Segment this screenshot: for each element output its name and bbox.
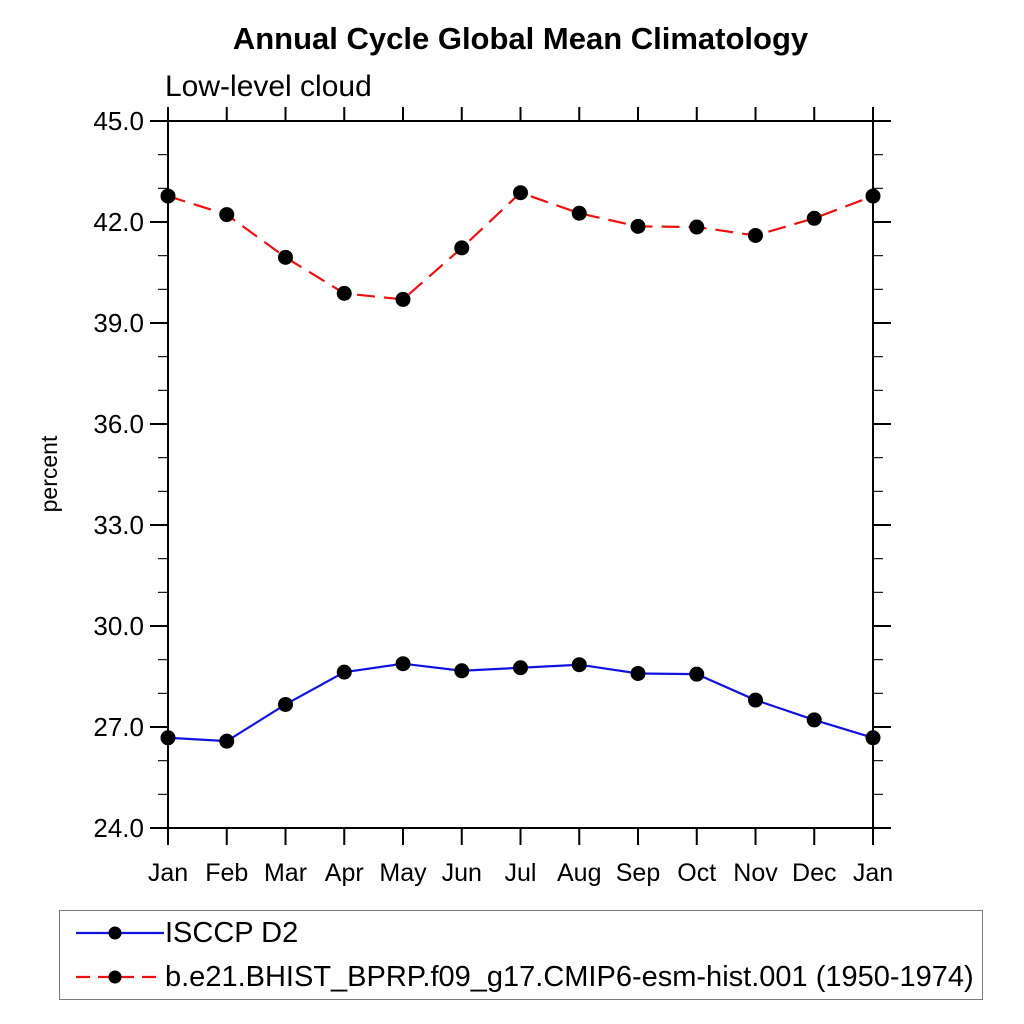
data-point-marker <box>806 210 822 226</box>
x-tick-label: Nov <box>733 859 778 887</box>
legend-line-sample-dashed <box>76 970 164 984</box>
legend-item-model: b.e21.BHIST_BPRP.f09_g17.CMIP6-esm-hist.… <box>60 955 982 999</box>
data-point-marker <box>336 285 352 301</box>
x-tick-label: Mar <box>264 859 307 887</box>
x-tick-label: Jan <box>148 859 188 887</box>
legend-label-isccp: ISCCP D2 <box>165 916 299 949</box>
data-point-marker <box>806 712 822 728</box>
y-tick-label: 45.0 <box>93 106 144 136</box>
data-point-marker <box>513 660 528 676</box>
x-tick-label: Apr <box>325 859 364 887</box>
legend-box: ISCCP D2 b.e21.BHIST_BPRP.f09_g17.CMIP6-… <box>59 910 983 1000</box>
y-tick-label: 24.0 <box>93 813 144 843</box>
data-point-marker <box>395 656 411 672</box>
data-point-marker <box>689 219 705 235</box>
data-point-marker <box>748 692 763 708</box>
x-tick-label: May <box>379 859 427 887</box>
x-tick-label: Feb <box>205 859 248 887</box>
y-tick-label: 30.0 <box>93 611 144 641</box>
legend-line-sample-solid <box>76 926 164 940</box>
data-point-marker <box>336 664 352 680</box>
data-point-marker <box>748 227 763 243</box>
plot-frame <box>167 120 874 829</box>
data-point-marker <box>865 730 881 746</box>
data-point-marker <box>513 185 528 201</box>
data-point-marker <box>219 733 235 749</box>
data-point-marker <box>219 207 235 223</box>
x-tick-label: Jan <box>853 859 893 887</box>
legend-marker-dot-icon <box>108 970 122 984</box>
data-point-marker <box>454 663 470 679</box>
data-point-marker <box>278 696 293 712</box>
x-tick-label: Dec <box>792 859 836 887</box>
data-point-marker <box>395 291 411 307</box>
y-tick-label: 42.0 <box>93 207 144 237</box>
data-point-marker <box>571 657 587 673</box>
y-tick-label: 33.0 <box>93 510 144 540</box>
y-tick-label: 39.0 <box>93 308 144 338</box>
x-tick-label: Aug <box>557 859 601 887</box>
y-tick-label: 27.0 <box>93 712 144 742</box>
x-tick-label: Oct <box>677 859 716 887</box>
data-point-marker <box>454 240 470 256</box>
data-point-marker <box>689 666 705 682</box>
data-point-marker <box>865 188 881 204</box>
data-point-marker <box>160 730 176 746</box>
legend-item-isccp: ISCCP D2 <box>60 911 982 955</box>
data-point-marker <box>630 218 646 234</box>
plot-area: 24.0 27.0 30.0 33.0 36.0 39.0 42.0 45.0 Jan Feb Ma… <box>93 106 893 887</box>
data-point-marker <box>278 249 293 265</box>
x-tick-label: Jun <box>442 859 482 887</box>
legend-marker-dot-icon <box>108 926 122 940</box>
chart-title: Annual Cycle Global Mean Climatology <box>232 21 809 56</box>
legend-label-model: b.e21.BHIST_BPRP.f09_g17.CMIP6-esm-hist.… <box>165 960 974 993</box>
x-tick-label: Jul <box>505 859 537 887</box>
y-tick-label: 36.0 <box>93 409 144 439</box>
series-line-0 <box>167 662 874 743</box>
data-point-marker <box>571 205 587 221</box>
data-point-marker <box>160 188 176 204</box>
x-tick-label: Sep <box>616 859 660 887</box>
chart-subtitle: Low-level cloud <box>165 70 372 103</box>
data-point-marker <box>630 665 646 681</box>
series-line-1 <box>167 191 874 301</box>
